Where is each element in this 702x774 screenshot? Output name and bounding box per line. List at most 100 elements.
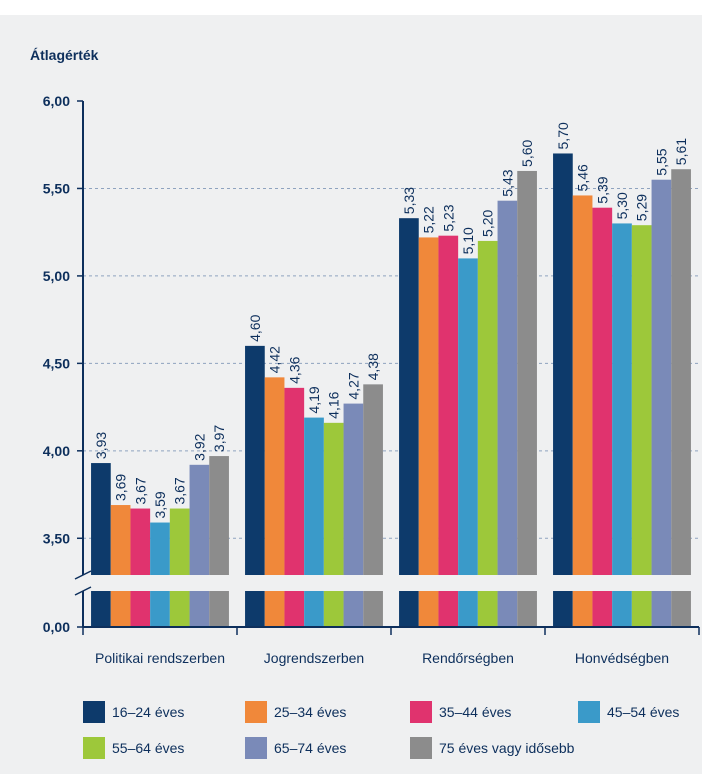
bar-stub <box>284 591 305 627</box>
legend-label: 16–24 éves <box>112 704 184 720</box>
value-label: 5,22 <box>421 206 437 233</box>
value-label: 5,20 <box>480 209 496 236</box>
value-label: 4,36 <box>286 356 302 383</box>
bar-stub <box>91 591 111 627</box>
bar <box>343 403 364 575</box>
value-label: 5,23 <box>440 204 456 231</box>
bar <box>438 235 459 575</box>
bar-stub <box>209 591 229 627</box>
bar-stub <box>304 591 324 627</box>
value-label: 3,67 <box>172 477 188 504</box>
bar <box>91 463 111 575</box>
legend-label: 65–74 éves <box>274 740 346 756</box>
bar-stub <box>497 591 518 627</box>
legend-swatch <box>83 737 105 759</box>
bar <box>553 153 573 576</box>
bar-stub <box>553 591 573 627</box>
bar-stub <box>343 591 364 627</box>
y-tick-label: 4,50 <box>43 355 70 371</box>
bar-stub <box>110 591 131 627</box>
bar-stub <box>150 591 170 627</box>
value-label: 5,39 <box>594 176 610 203</box>
value-label: 4,27 <box>345 372 361 399</box>
bar <box>651 179 672 575</box>
bar-stub <box>245 591 265 627</box>
bar <box>399 218 419 575</box>
y-tick-label: 6,00 <box>43 93 70 109</box>
y-tick-label: 5,50 <box>43 180 70 196</box>
x-tick-label: Jogrendszerben <box>264 650 364 666</box>
y-tick-label: 5,00 <box>43 268 70 284</box>
bar <box>189 464 210 575</box>
value-label: 4,38 <box>365 353 381 380</box>
legend-swatch <box>245 701 267 723</box>
bar <box>110 505 131 575</box>
value-label: 4,42 <box>267 346 283 373</box>
bar <box>517 170 537 576</box>
bar-stub <box>189 591 210 627</box>
x-tick-label: Politikai rendszerben <box>95 650 225 666</box>
bar-stub <box>399 591 419 627</box>
bar-stub <box>572 591 593 627</box>
value-label: 5,70 <box>555 122 571 149</box>
legend-label: 75 éves vagy idősebb <box>439 740 575 756</box>
y-tick-label: 0,00 <box>43 619 70 635</box>
bar <box>592 207 613 575</box>
bar-stub <box>130 591 151 627</box>
y-tick-label: 4,00 <box>43 443 70 459</box>
value-label: 3,93 <box>93 432 109 459</box>
bar <box>458 258 478 575</box>
legend-swatch <box>410 737 432 759</box>
bar-stub <box>438 591 459 627</box>
value-label: 4,60 <box>247 314 263 341</box>
bar-stub <box>363 591 383 627</box>
bar <box>245 345 265 575</box>
value-label: 3,59 <box>152 491 168 518</box>
value-label: 5,46 <box>575 164 591 191</box>
bar-stub <box>612 591 632 627</box>
value-label: 5,61 <box>673 138 689 165</box>
y-tick-label: 3,50 <box>43 530 70 546</box>
bar <box>323 422 344 575</box>
break-mark <box>74 570 92 580</box>
bar <box>284 387 305 575</box>
chart-title: Átlagérték <box>30 47 99 63</box>
bar-stub <box>631 591 652 627</box>
value-label: 5,60 <box>519 140 535 167</box>
value-label: 5,30 <box>614 192 630 219</box>
value-label: 3,97 <box>211 425 227 452</box>
bar-stub <box>458 591 478 627</box>
value-label: 4,19 <box>306 386 322 413</box>
bar-stub <box>517 591 537 627</box>
legend-swatch <box>83 701 105 723</box>
bar <box>497 200 518 575</box>
value-label: 4,16 <box>326 391 342 418</box>
legend-swatch <box>245 737 267 759</box>
value-label: 5,33 <box>401 187 417 214</box>
axis-break-gap <box>71 575 701 591</box>
value-label: 3,67 <box>132 477 148 504</box>
bar <box>130 508 151 575</box>
bar <box>477 240 498 575</box>
bar <box>264 377 285 575</box>
bar-stub <box>169 591 190 627</box>
value-label: 5,10 <box>460 227 476 254</box>
bar <box>169 508 190 575</box>
legend-swatch <box>410 701 432 723</box>
bar <box>418 237 439 576</box>
value-label: 5,29 <box>634 194 650 221</box>
value-label: 5,43 <box>499 169 515 196</box>
bar-stub <box>323 591 344 627</box>
break-mark <box>74 586 92 596</box>
bar <box>304 417 324 575</box>
bar-stub <box>264 591 285 627</box>
legend-label: 25–34 éves <box>274 704 346 720</box>
value-label: 3,92 <box>191 433 207 460</box>
value-label: 3,69 <box>113 474 129 501</box>
x-tick-label: Honvédségben <box>575 650 669 666</box>
bar <box>209 456 229 575</box>
value-label: 5,55 <box>653 148 669 175</box>
bar-stub <box>418 591 439 627</box>
bar <box>631 225 652 575</box>
